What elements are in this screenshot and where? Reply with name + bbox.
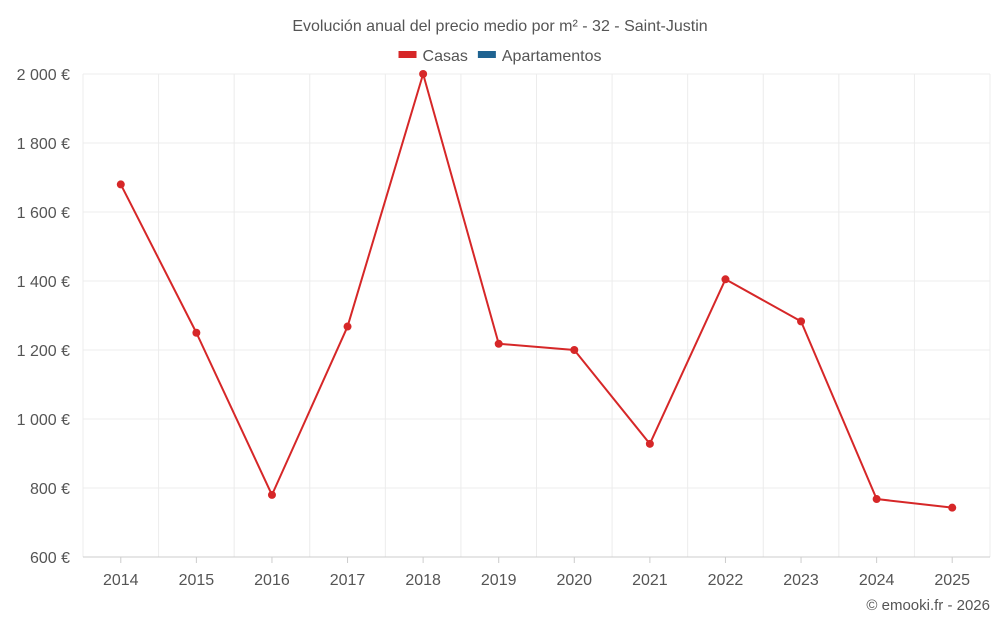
legend-swatch (398, 51, 417, 58)
x-tick-label: 2022 (708, 572, 744, 589)
data-point[interactable] (494, 339, 503, 348)
y-tick-label: 1 800 € (17, 136, 70, 153)
data-point[interactable] (797, 317, 806, 326)
x-tick-label: 2023 (783, 572, 819, 589)
x-tick-label: 2020 (556, 572, 592, 589)
x-tick-label: 2015 (179, 572, 215, 589)
x-tick-label: 2024 (859, 572, 895, 589)
legend: Casas Apartamentos (398, 48, 602, 65)
data-point[interactable] (948, 503, 957, 512)
credit-text: © emooki.fr - 2026 (866, 597, 990, 614)
x-tick-label: 2019 (481, 572, 517, 589)
y-tick-label: 1 600 € (17, 205, 70, 222)
data-point[interactable] (267, 490, 276, 499)
data-point[interactable] (645, 439, 654, 448)
series-layer (116, 70, 957, 512)
x-axis: 2014 2015 2016 2017 2018 2019 2020 2021 2022 2023… (83, 556, 990, 589)
data-point[interactable] (570, 346, 579, 354)
chart-title: Evolución anual del precio medio por m² … (292, 18, 707, 35)
legend-label: Casas (423, 48, 468, 65)
x-tick-label: 2018 (405, 572, 441, 589)
x-tick-label: 2016 (254, 572, 290, 589)
data-point[interactable] (419, 70, 428, 78)
x-gridlines (82, 74, 991, 557)
series-line-0 (119, 73, 953, 509)
legend-item-1[interactable]: Apartamentos (477, 48, 602, 65)
x-tick-label: 2021 (632, 572, 668, 589)
legend-item-0[interactable]: Casas (398, 48, 468, 65)
x-tick-label: 2014 (103, 572, 139, 589)
y-axis: 600 € 800 € 1 000 € 1 200 € 1 400 € 1 600 € 1 … (17, 67, 70, 567)
data-point[interactable] (872, 495, 881, 504)
data-point[interactable] (192, 328, 201, 337)
x-tick-label: 2025 (934, 572, 970, 589)
y-tick-label: 800 € (30, 481, 70, 498)
y-tick-label: 2 000 € (17, 67, 70, 84)
data-point[interactable] (116, 180, 125, 189)
y-tick-label: 1 400 € (17, 274, 70, 291)
data-point[interactable] (721, 275, 730, 284)
legend-swatch (477, 51, 496, 58)
y-tick-label: 1 200 € (17, 343, 70, 360)
legend-label: Apartamentos (502, 48, 602, 65)
y-tick-label: 1 000 € (17, 412, 70, 429)
y-tick-label: 600 € (30, 550, 70, 567)
data-point[interactable] (343, 322, 352, 331)
x-tick-label: 2017 (330, 572, 366, 589)
